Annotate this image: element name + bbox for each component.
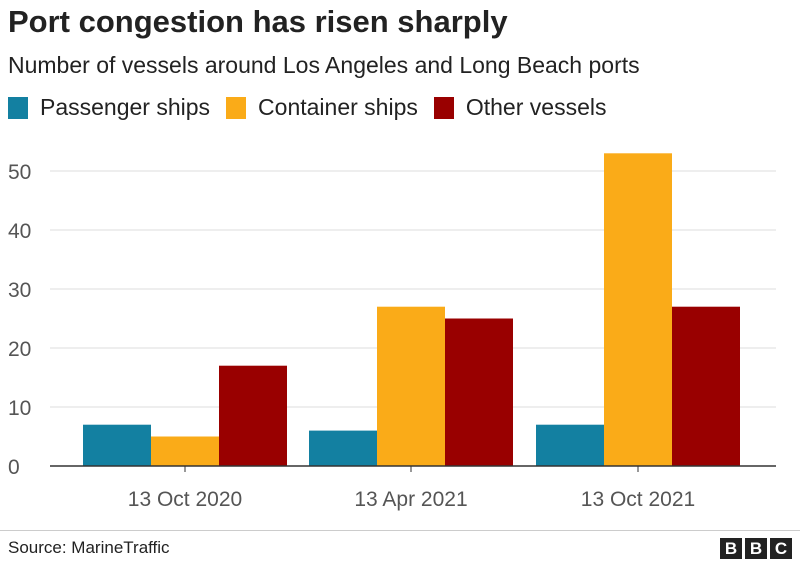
bar xyxy=(445,318,513,466)
bar xyxy=(672,306,740,466)
y-tick-label: 50 xyxy=(8,161,31,184)
bar xyxy=(377,306,445,466)
y-tick-label: 0 xyxy=(8,456,20,479)
chart-subtitle: Number of vessels around Los Angeles and… xyxy=(8,52,640,78)
plot-area: 0 10 20 30 40 50 13 Oct 2020 13 Apr 2021 13 Oct … xyxy=(8,153,776,511)
x-tick-label: 13 Apr 2021 xyxy=(354,488,467,511)
legend: Passenger ships Container ships Other ve… xyxy=(8,94,606,121)
legend-label: Other vessels xyxy=(465,94,607,120)
legend-item-other: Other vessels xyxy=(433,94,607,121)
chart-title: Port congestion has risen sharply xyxy=(8,4,508,39)
x-tick-label: 13 Oct 2020 xyxy=(128,488,242,511)
bar xyxy=(219,365,287,466)
bar xyxy=(536,424,604,466)
y-tick-label: 30 xyxy=(8,279,31,302)
bar xyxy=(309,430,377,466)
legend-label: Passenger ships xyxy=(40,94,211,120)
legend-swatch xyxy=(226,96,247,119)
x-tick-label: 13 Oct 2021 xyxy=(581,488,695,511)
y-tick-label: 20 xyxy=(8,338,31,361)
legend-item-passenger: Passenger ships xyxy=(8,94,210,121)
legend-swatch xyxy=(433,96,454,119)
bar xyxy=(83,424,151,466)
y-tick-label: 10 xyxy=(8,397,31,420)
bar xyxy=(151,436,219,466)
source-note: Source: MarineTraffic xyxy=(8,538,170,557)
bar xyxy=(604,153,672,467)
legend-swatch xyxy=(8,96,28,119)
legend-label: Container ships xyxy=(258,94,418,120)
footer-divider xyxy=(0,530,800,531)
y-tick-label: 40 xyxy=(8,220,31,243)
legend-item-container: Container ships xyxy=(226,94,418,121)
